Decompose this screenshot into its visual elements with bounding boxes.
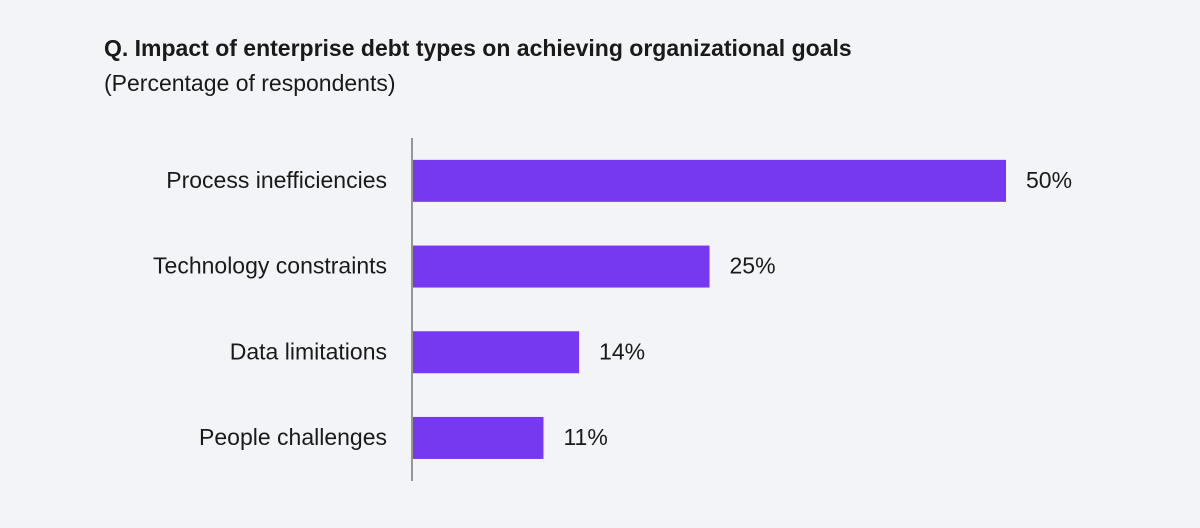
value-label: 11% xyxy=(563,424,607,450)
category-label: Process inefficiencies xyxy=(166,167,387,193)
value-label: 50% xyxy=(1026,167,1072,193)
bar xyxy=(413,331,580,374)
bar xyxy=(413,159,1006,202)
category-label: Technology constraints xyxy=(153,253,387,279)
category-label: Data limitations xyxy=(230,338,387,364)
value-label: 14% xyxy=(599,338,645,364)
chart-title: Q. Impact of enterprise debt types on ac… xyxy=(104,35,852,61)
value-label: 25% xyxy=(730,253,776,279)
category-label: People challenges xyxy=(199,424,387,450)
bar xyxy=(413,245,710,288)
chart-subtitle: (Percentage of respondents) xyxy=(104,70,396,96)
bar xyxy=(413,416,544,459)
